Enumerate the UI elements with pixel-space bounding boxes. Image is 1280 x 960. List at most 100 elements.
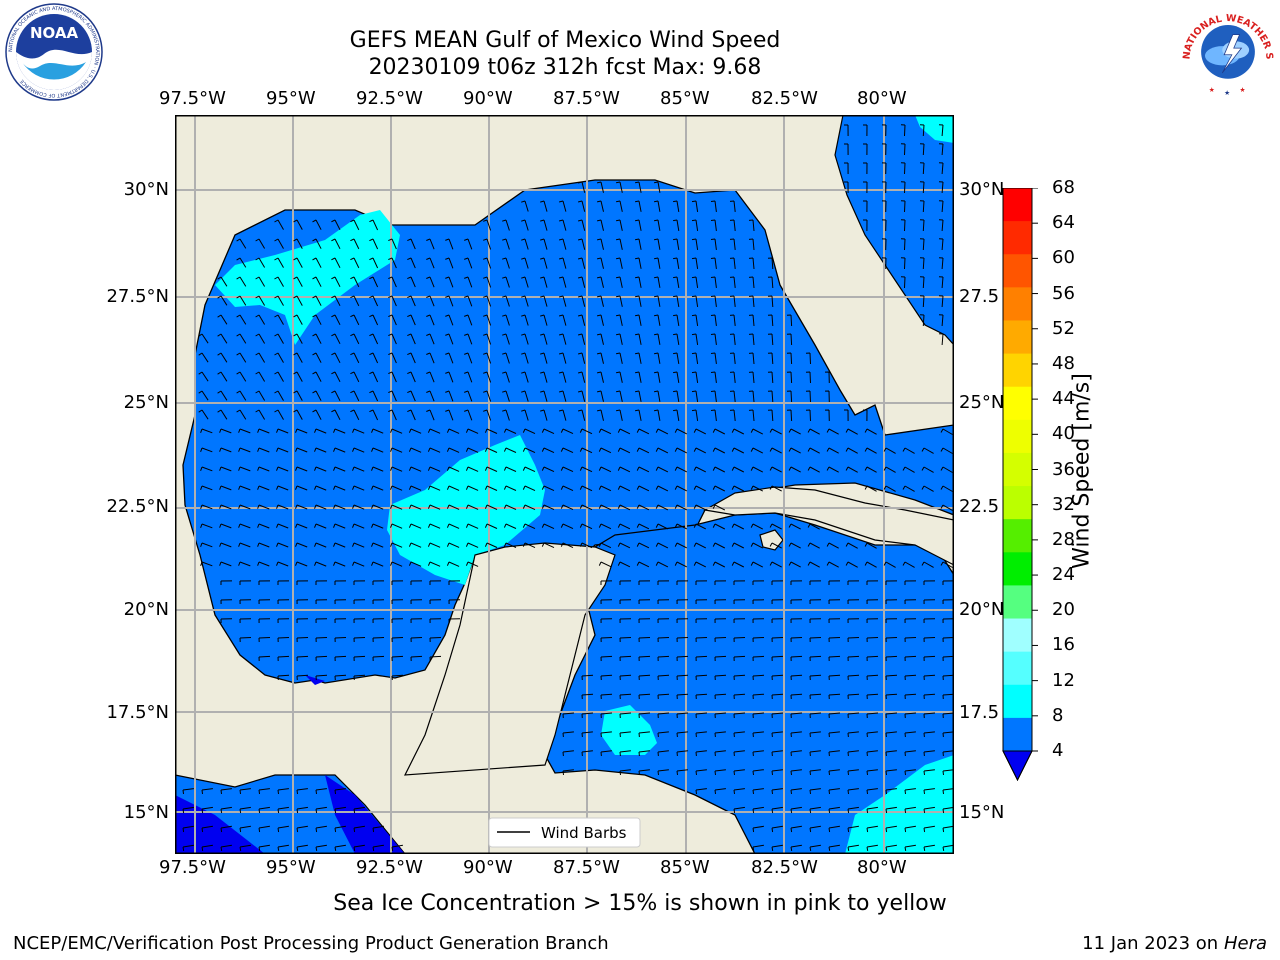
wind-barb bbox=[771, 674, 784, 681]
colorbar-segment bbox=[1003, 585, 1032, 620]
wind-barb bbox=[752, 712, 765, 719]
wind-barb bbox=[274, 295, 284, 306]
wind-barb bbox=[809, 844, 821, 851]
wind-barb bbox=[200, 561, 213, 567]
wind-barb bbox=[657, 599, 670, 605]
wind-barb bbox=[257, 561, 270, 567]
wind-barb bbox=[200, 466, 213, 472]
wind-barb bbox=[805, 352, 811, 365]
lat-label-right: 25°N bbox=[959, 392, 1005, 413]
wind-barb bbox=[695, 693, 708, 700]
wind-barb bbox=[619, 731, 631, 738]
wind-barb bbox=[673, 390, 680, 402]
wind-barb bbox=[369, 314, 379, 326]
wind-barb bbox=[673, 238, 680, 250]
wind-barb bbox=[847, 788, 859, 795]
wind-barb bbox=[331, 219, 341, 231]
wind-barb bbox=[255, 257, 266, 268]
wind-barb bbox=[558, 409, 567, 421]
wind-barb bbox=[465, 523, 479, 529]
colorbar-tick-label: 12 bbox=[1052, 669, 1075, 691]
noaa-logo: NOAA NATIONAL OCEANIC AND ATMOSPHERIC AD… bbox=[5, 3, 103, 101]
wind-barb bbox=[619, 674, 632, 681]
wind-barb bbox=[885, 618, 898, 624]
wind-barb bbox=[938, 162, 944, 175]
wind-barb bbox=[369, 276, 379, 288]
colorbar-segment bbox=[1003, 386, 1032, 421]
wind-barb bbox=[276, 504, 289, 510]
wind-barb bbox=[236, 352, 247, 363]
wind-barb bbox=[558, 200, 567, 212]
wind-barb bbox=[676, 580, 689, 585]
wind-barb bbox=[619, 599, 632, 605]
wind-barb bbox=[315, 825, 327, 833]
wind-barb bbox=[769, 523, 782, 530]
wind-barb bbox=[733, 674, 746, 681]
wind-barb bbox=[426, 257, 435, 269]
wind-barb bbox=[655, 447, 669, 454]
wind-barb bbox=[540, 371, 548, 383]
wind-barb bbox=[255, 371, 266, 382]
wind-barb bbox=[541, 485, 555, 492]
wind-barb bbox=[353, 618, 366, 624]
wind-barb bbox=[446, 542, 460, 548]
wind-barb bbox=[427, 504, 441, 510]
wind-barb bbox=[483, 371, 492, 383]
wind-barb bbox=[864, 428, 877, 435]
wind-barb bbox=[809, 825, 821, 833]
wind-barb bbox=[714, 599, 727, 605]
wind-barb bbox=[809, 674, 822, 681]
wind-barb bbox=[521, 314, 529, 326]
colorbar-tick-label: 44 bbox=[1052, 388, 1075, 410]
wind-barb bbox=[408, 523, 422, 529]
wind-barb bbox=[638, 712, 651, 719]
lon-label-top: 97.5°W bbox=[159, 88, 226, 109]
wind-barb bbox=[483, 219, 492, 231]
wind-barb bbox=[388, 390, 397, 402]
wind-barb bbox=[844, 143, 849, 156]
wind-barb bbox=[296, 806, 308, 814]
wind-barb bbox=[369, 409, 379, 421]
wind-barb bbox=[239, 806, 251, 814]
wind-barb bbox=[805, 371, 811, 384]
wind-barb bbox=[558, 352, 567, 364]
wind-barb bbox=[446, 523, 460, 529]
wind-barb bbox=[502, 314, 510, 326]
wind-barb bbox=[733, 693, 746, 700]
footer-date-text: 11 Jan 2023 on bbox=[1082, 933, 1224, 954]
wind-barb bbox=[923, 655, 936, 662]
wind-barb bbox=[312, 219, 322, 230]
wind-barb bbox=[676, 712, 689, 719]
wind-barb bbox=[942, 599, 954, 605]
wind-barb bbox=[710, 200, 717, 212]
yucatan-land bbox=[403, 542, 616, 776]
wind-barb bbox=[464, 257, 473, 269]
wind-barb bbox=[446, 447, 460, 453]
wind-barb bbox=[733, 580, 746, 585]
wind-barb bbox=[714, 580, 727, 585]
wind-barb bbox=[615, 257, 623, 269]
wind-barb bbox=[558, 257, 567, 269]
wind-barb bbox=[673, 371, 680, 383]
wind-barb bbox=[577, 314, 586, 326]
colorbar-tick-label: 60 bbox=[1052, 247, 1075, 269]
light-wind-patch-3 bbox=[601, 705, 657, 755]
lat-label-right: 30°N bbox=[959, 179, 1005, 200]
wind-barb bbox=[845, 561, 858, 568]
wind-barb bbox=[809, 655, 822, 662]
wind-barb bbox=[276, 561, 289, 567]
wind-barb bbox=[502, 409, 510, 421]
wind-barb bbox=[540, 333, 548, 345]
wind-barb bbox=[541, 466, 555, 473]
wind-barb bbox=[331, 276, 341, 288]
wind-barb bbox=[617, 428, 631, 435]
wind-barb bbox=[596, 390, 604, 402]
wind-barb bbox=[484, 428, 498, 434]
wind-barb bbox=[695, 674, 708, 681]
wind-barb bbox=[885, 693, 898, 700]
wind-barb bbox=[828, 844, 840, 851]
wind-barb bbox=[733, 731, 745, 738]
wind-barb bbox=[312, 276, 322, 287]
wind-barb bbox=[579, 466, 593, 473]
wind-barb bbox=[923, 731, 935, 738]
